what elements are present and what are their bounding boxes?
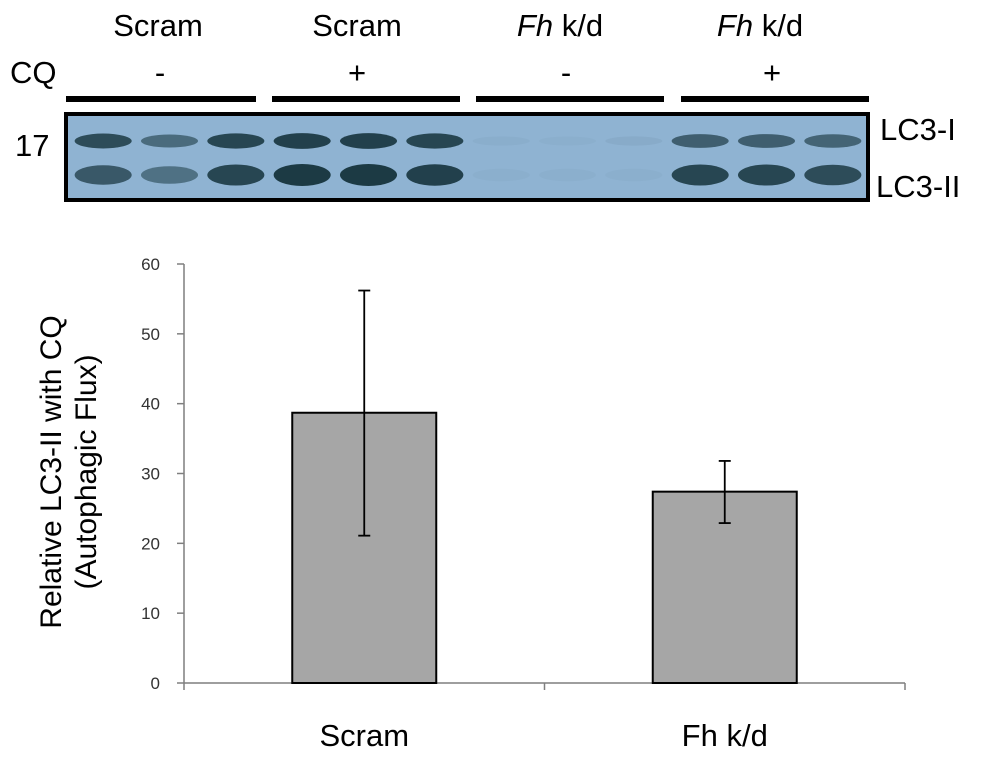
band-label-lc3-i: LC3-I	[880, 112, 956, 147]
y-tick-label: 20	[141, 534, 160, 553]
band-lc3i-lane-9	[605, 136, 663, 146]
band-lc3i-lane-2	[140, 134, 199, 148]
band-lc3i-lane-8	[539, 136, 596, 145]
band-lc3ii-lane-3	[207, 164, 265, 186]
band-lc3i-lane-4	[273, 133, 331, 149]
y-tick-label: 0	[151, 674, 160, 693]
band-label-lc3-ii: LC3-II	[876, 169, 960, 204]
treatment-label: CQ	[10, 55, 57, 90]
group-bar-4	[681, 96, 869, 102]
band-lc3ii-lane-2	[140, 166, 199, 184]
band-lc3ii-lane-12	[804, 164, 862, 186]
band-lc3ii-lane-5	[339, 164, 398, 186]
band-lc3i-lane-7	[472, 136, 530, 146]
y-tick-label: 10	[141, 604, 160, 623]
y-axis-label-line1: Relative LC3-II with CQ	[35, 315, 68, 628]
blot-header: Scram Scram Fh k/d Fh k/d CQ - + - +	[10, 8, 869, 102]
group-label-4-italic: Fh	[717, 8, 753, 43]
group-label-3: Fh k/d	[517, 8, 603, 43]
blot-frame	[64, 112, 870, 202]
blot-membrane	[66, 114, 868, 200]
band-lc3i-lane-3	[207, 133, 265, 149]
band-lc3i-lane-11	[737, 134, 796, 148]
treatment-sign-2: +	[348, 55, 366, 90]
band-lc3i-lane-12	[804, 134, 862, 148]
band-lc3i-lane-10	[671, 134, 729, 148]
y-tick-label: 40	[141, 395, 160, 414]
y-axis-label-line2: (Autophagic Flux)	[70, 354, 103, 589]
group-label-4-text: k/d	[753, 8, 803, 43]
band-lc3ii-lane-6	[406, 164, 464, 186]
group-label-4: Fh k/d	[717, 8, 803, 43]
y-tick-label: 60	[141, 255, 160, 274]
group-label-3-italic: Fh	[517, 8, 553, 43]
x-category-label-1: Scram	[319, 718, 409, 753]
treatment-sign-1: -	[155, 55, 165, 90]
y-tick-label: 50	[141, 325, 160, 344]
group-label-1: Scram	[113, 8, 203, 43]
x-category-label-2: Fh k/d	[682, 718, 768, 753]
group-bar-2	[272, 96, 460, 102]
marker-label: 17	[15, 128, 49, 163]
band-lc3ii-lane-10	[671, 164, 729, 186]
group-bar-3	[476, 96, 664, 102]
bar-chart: Relative LC3-II with CQ (Autophagic Flux…	[35, 255, 906, 753]
treatment-sign-3: -	[561, 55, 571, 90]
treatment-sign-4: +	[763, 55, 781, 90]
group-bar-1	[66, 96, 256, 102]
band-lc3ii-lane-8	[539, 169, 596, 181]
band-lc3i-lane-6	[406, 133, 464, 149]
band-lc3ii-lane-11	[737, 164, 796, 186]
band-lc3ii-lane-4	[273, 164, 331, 186]
group-label-3-text: k/d	[553, 8, 603, 43]
western-blot: 17 LC3-I LC3-II	[15, 112, 960, 204]
group-label-2: Scram	[312, 8, 402, 43]
band-lc3i-lane-5	[339, 133, 398, 149]
band-lc3i-lane-1	[74, 133, 132, 149]
band-lc3ii-lane-7	[473, 169, 530, 181]
band-lc3ii-lane-1	[74, 165, 132, 185]
band-lc3ii-lane-9	[605, 169, 662, 181]
y-tick-label: 30	[141, 465, 160, 484]
